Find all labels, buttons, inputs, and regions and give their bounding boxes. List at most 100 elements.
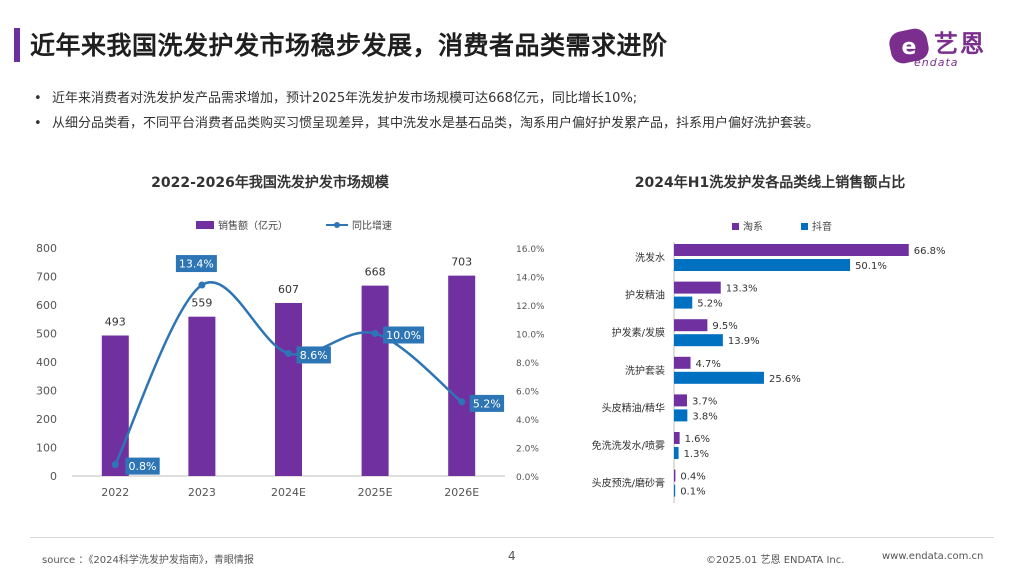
bar-value-label: 1.3% xyxy=(684,449,709,460)
growth-label-box xyxy=(296,346,331,364)
bullet-item: • 从细分品类看，不同平台消费者品类购买习惯呈现差异，其中洗发水是基石品类，淘系用… xyxy=(34,111,1004,136)
bullet-text: 从细分品类看，不同平台消费者品类购买习惯呈现差异，其中洗发水是基石品类，淘系用户… xyxy=(52,116,820,131)
y-left-tick-label: 700 xyxy=(36,271,57,284)
bar-value-label: 25.6% xyxy=(769,374,801,385)
legend-swatch-douyin xyxy=(801,223,808,230)
footer-url: www.endata.com.cn xyxy=(882,551,984,562)
y-left-tick-label: 200 xyxy=(36,413,57,426)
bar-douyin-洗发水 xyxy=(674,259,851,271)
x-tick-label: 2022 xyxy=(101,486,129,499)
x-tick-label: 2026E xyxy=(444,486,479,499)
growth-point-2025E xyxy=(371,330,379,337)
legend-label-taobao: 淘系 xyxy=(743,220,763,233)
y-right-tick-label: 16.0% xyxy=(516,245,545,255)
x-tick-label: 2024E xyxy=(271,486,306,499)
y-right-tick-label: 12.0% xyxy=(516,302,545,312)
bar-value-label: 66.8% xyxy=(914,246,946,257)
y-left-tick-label: 600 xyxy=(36,299,57,312)
bar-value-label: 0.4% xyxy=(680,472,705,483)
footer-source: source ：《2024科学洗发护发指南》，青眼情报 xyxy=(42,555,254,566)
bar-sales-2024E xyxy=(275,303,302,476)
bar-taobao-护发素/发膜 xyxy=(674,319,708,332)
right-chart-title: 2024年H1洗发护发各品类线上销售额占比 xyxy=(634,175,906,191)
category-label: 免洗洗发水/喷雾 xyxy=(592,439,665,452)
bullet-dot: • xyxy=(34,116,42,131)
footer-divider xyxy=(30,537,994,538)
bar-value-label: 493 xyxy=(105,315,126,328)
y-right-tick-label: 2.0% xyxy=(516,445,539,455)
growth-label-text: 5.2% xyxy=(473,397,501,410)
bar-value-label: 3.7% xyxy=(692,396,717,407)
y-left-tick-label: 300 xyxy=(36,385,57,398)
growth-label-text: 8.6% xyxy=(300,349,328,362)
growth-label-box xyxy=(125,457,160,475)
growth-label-text: 13.4% xyxy=(179,258,214,271)
growth-point-2026E xyxy=(458,398,466,406)
x-tick-label: 2025E xyxy=(358,486,393,499)
category-label: 洗发水 xyxy=(635,251,665,264)
y-left-tick-label: 500 xyxy=(36,328,57,341)
y-right-tick-label: 6.0% xyxy=(516,388,539,398)
bullet-item: • 近年来消费者对洗发护发产品需求增加，预计2025年洗发护发市场规模可达668亿… xyxy=(34,86,1004,111)
growth-label-box xyxy=(175,255,217,273)
bar-value-label: 5.2% xyxy=(697,299,722,310)
bar-sales-2025E xyxy=(361,285,389,476)
bar-douyin-护发精油 xyxy=(674,296,693,309)
bar-douyin-头皮预洗/磨砂膏 xyxy=(674,484,676,497)
growth-point-2023 xyxy=(198,281,206,289)
y-left-tick-label: 100 xyxy=(36,442,57,455)
bar-value-label: 13.9% xyxy=(728,336,760,347)
category-label: 护发精油 xyxy=(625,289,665,302)
growth-label-text: 10.0% xyxy=(386,329,421,342)
logo-e-icon: e xyxy=(889,28,929,64)
bar-sales-2023 xyxy=(188,316,216,476)
growth-label-box xyxy=(469,394,505,412)
bar-sales-2026E xyxy=(448,275,476,476)
y-right-tick-label: 8.0% xyxy=(516,359,539,369)
bar-value-label: 3.8% xyxy=(692,411,717,422)
legend-label-douyin: 抖音 xyxy=(812,220,832,233)
y-right-tick-label: 10.0% xyxy=(516,331,545,341)
bar-value-label: 1.6% xyxy=(685,434,710,445)
legend-marker-growth xyxy=(334,222,340,228)
x-tick-label: 2023 xyxy=(188,486,216,499)
bar-taobao-免洗洗发水/喷雾 xyxy=(674,432,680,444)
bar-taobao-护发精油 xyxy=(674,281,721,294)
footer-copyright: ©2025.01 艺恩 ENDATA Inc. xyxy=(706,555,845,566)
legend-swatch-sales xyxy=(196,221,214,229)
bar-taobao-头皮精油/精华 xyxy=(674,394,688,407)
category-label: 护发素/发膜 xyxy=(612,326,665,339)
bar-sales-2022 xyxy=(101,335,129,476)
bar-value-label: 4.7% xyxy=(696,359,721,370)
bar-taobao-洗护套装 xyxy=(674,356,691,369)
growth-point-2024E xyxy=(285,349,292,357)
page-number: 4 xyxy=(508,549,516,563)
bullet-dot: • xyxy=(34,91,42,106)
growth-value-label: 13.4% xyxy=(175,255,217,273)
y-left-tick-label: 0 xyxy=(50,470,57,483)
growth-value-label: 10.0% xyxy=(383,326,425,344)
category-label: 头皮精油/精华 xyxy=(602,401,665,414)
growth-label-box xyxy=(383,326,425,344)
category-label: 头皮预洗/磨砂膏 xyxy=(592,477,665,490)
svg-text:e: e xyxy=(902,35,917,60)
y-right-tick-label: 4.0% xyxy=(516,416,539,426)
bar-value-label: 607 xyxy=(278,283,299,296)
page-title: 近年来我国洗发护发市场稳步发展，消费者品类需求进阶 xyxy=(30,31,668,60)
title-accent-bar xyxy=(14,28,20,62)
left-chart-title: 2022-2026年我国洗发护发市场规模 xyxy=(151,175,389,191)
endata-logo: e xyxy=(889,28,929,64)
bar-value-label: 559 xyxy=(191,297,212,310)
bar-value-label: 703 xyxy=(451,256,472,269)
bullet-text: 近年来消费者对洗发护发产品需求增加，预计2025年洗发护发市场规模可达668亿元… xyxy=(52,91,638,106)
bar-taobao-洗发水 xyxy=(674,244,909,256)
logo-text: 艺恩 xyxy=(934,30,986,58)
growth-rate-line xyxy=(114,281,463,466)
bar-value-label: 668 xyxy=(365,266,386,279)
growth-value-label: 0.8% xyxy=(125,457,160,475)
y-right-tick-label: 14.0% xyxy=(516,274,545,284)
bar-taobao-头皮预洗/磨砂膏 xyxy=(674,469,676,482)
bar-value-label: 0.1% xyxy=(680,487,705,498)
market-size-chart: 销售额（亿元） 同比增速 0 100 200 300 400 500 600 700 800 0.0%… xyxy=(36,219,545,499)
